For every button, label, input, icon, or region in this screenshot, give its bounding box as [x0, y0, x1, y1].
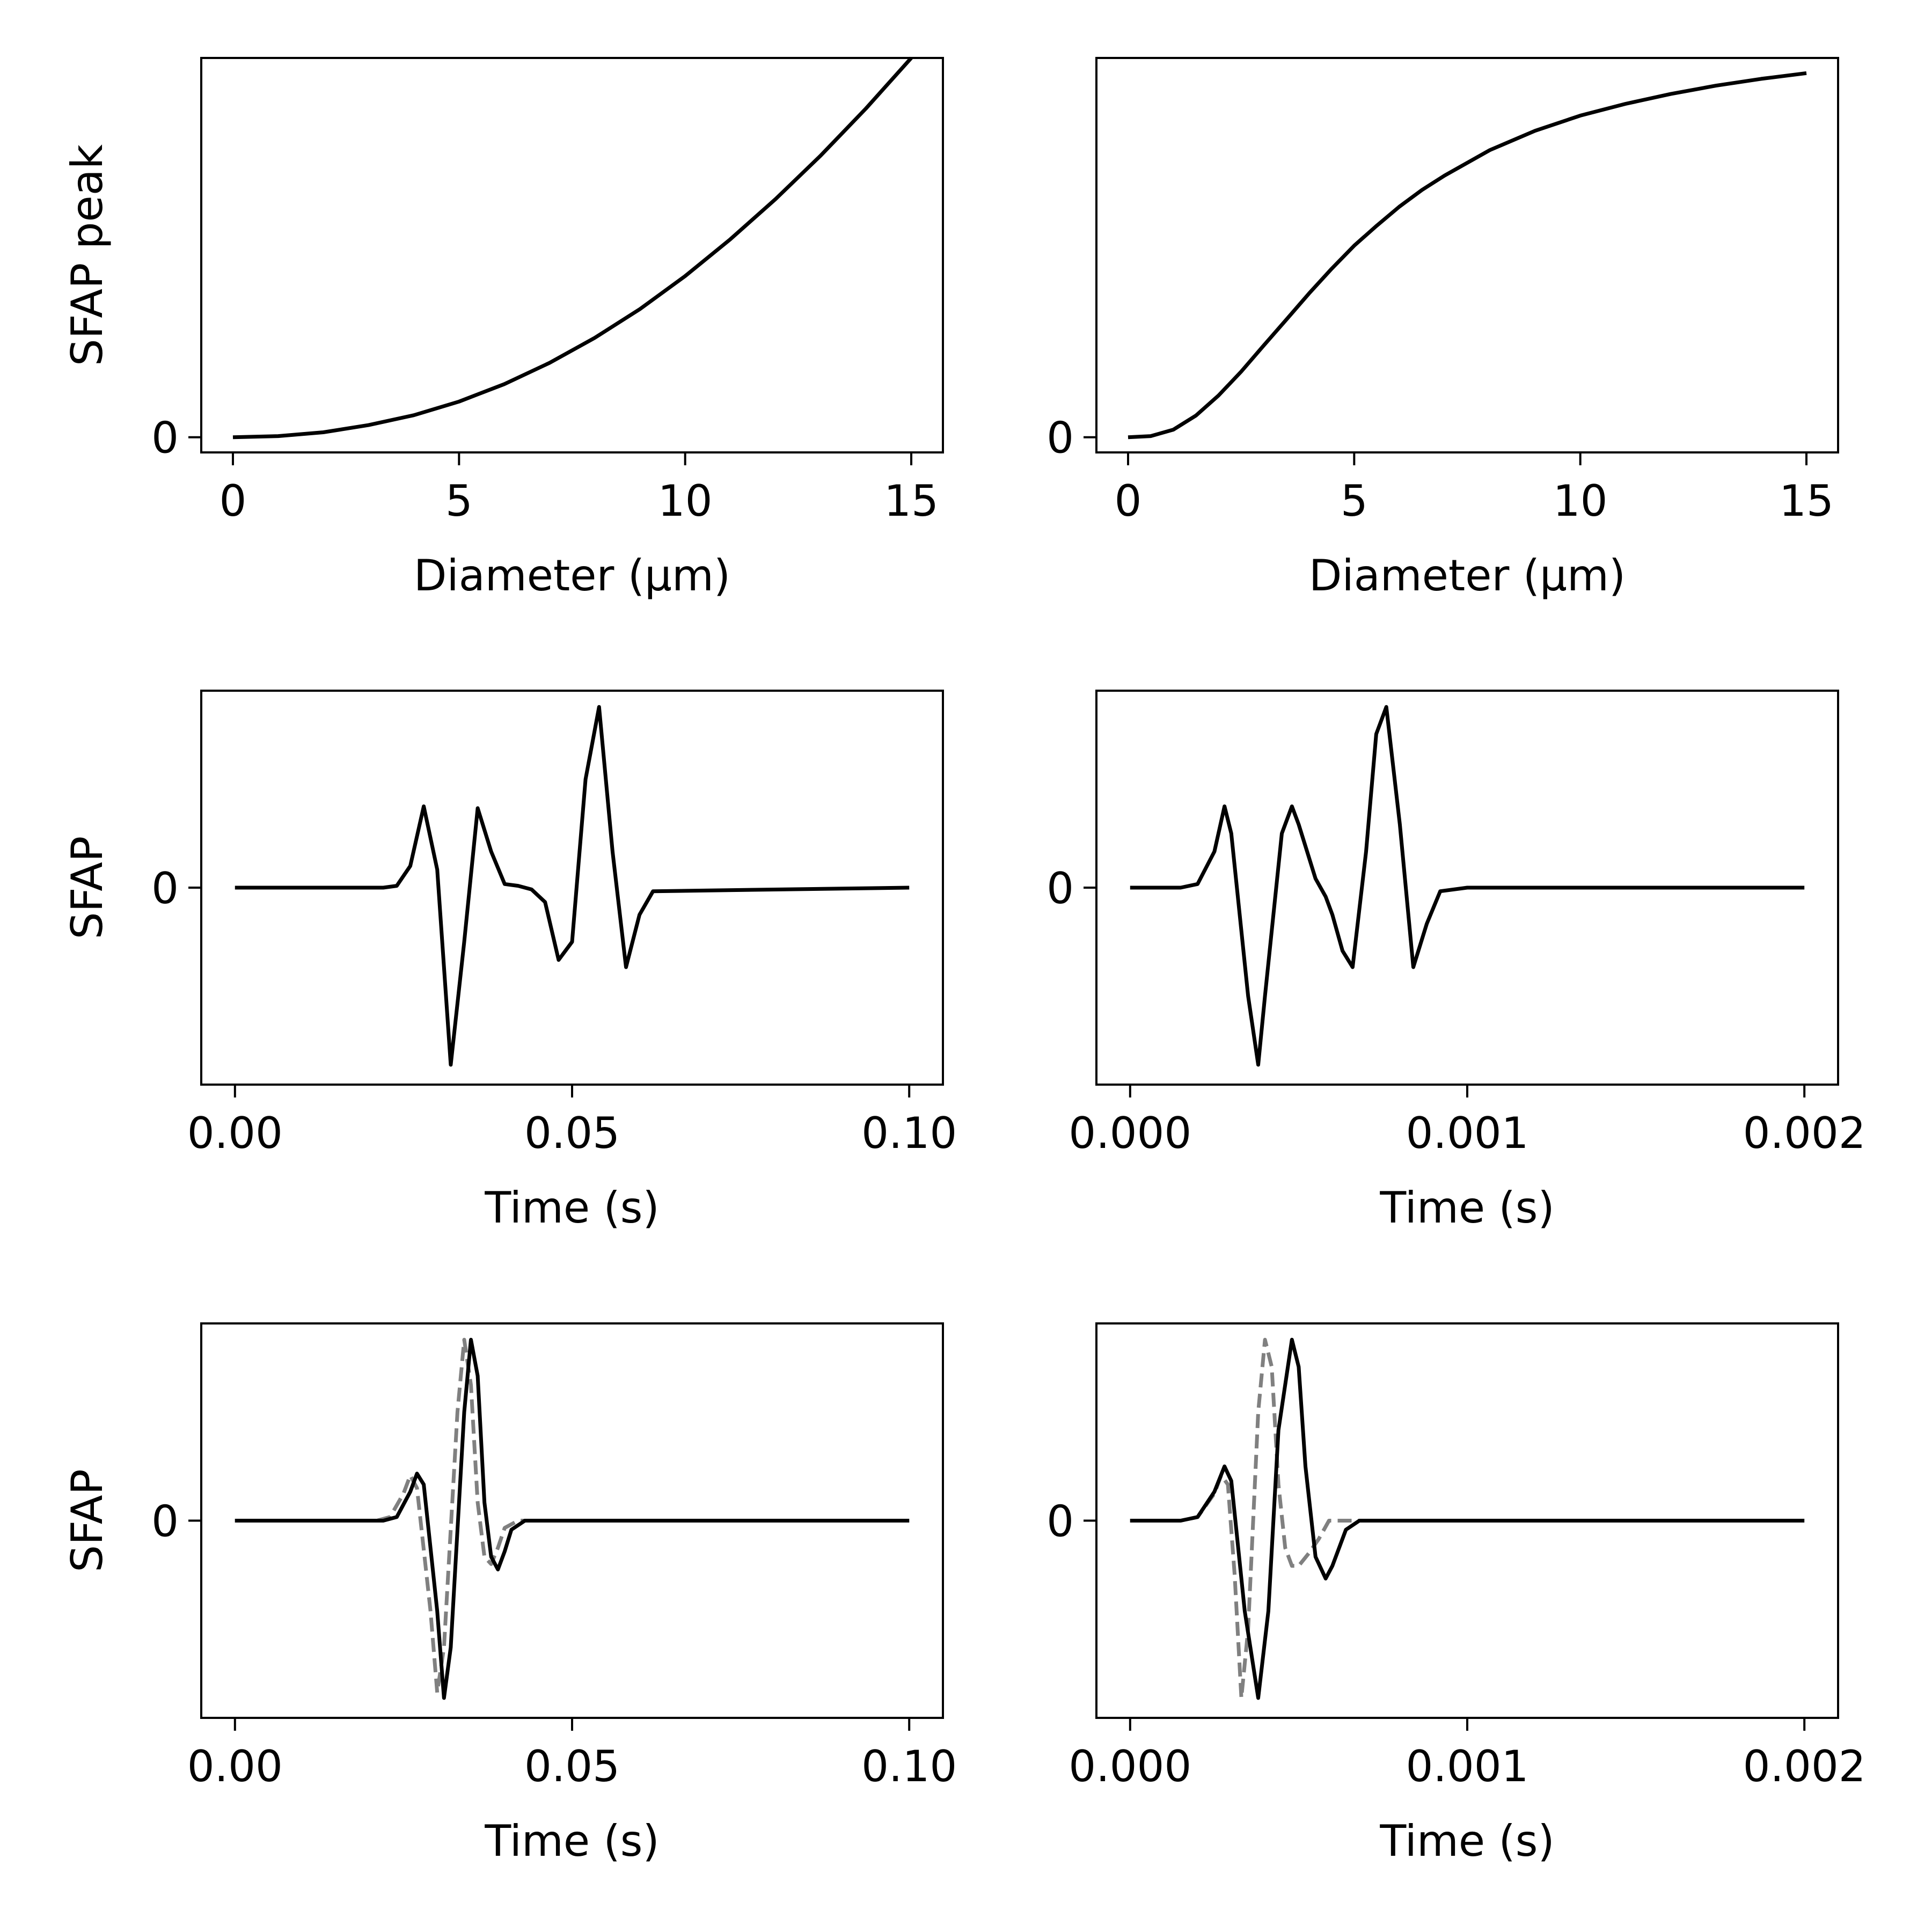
panel-4: 0.000 0.001 0.002 0 Time (s) — [1046, 690, 1866, 1233]
y-tick-label: 0 — [151, 863, 179, 913]
x-tick-label: 0.001 — [1406, 1108, 1528, 1158]
x-axis-label: Diameter (μm) — [414, 551, 730, 601]
x-tick-label: 0.000 — [1069, 1741, 1191, 1791]
x-tick-label: 0 — [219, 476, 247, 526]
y-tick-label: 0 — [151, 413, 179, 463]
panel-6: 0.000 0.001 0.002 0 Time (s) — [1046, 1322, 1866, 1866]
panel-2: 0 5 10 15 0 Diameter (μm) — [1046, 57, 1839, 601]
x-axis-label: Diameter (μm) — [1309, 551, 1626, 601]
series-line-2 — [1130, 1337, 1805, 1700]
x-tick-label: 0.10 — [861, 1108, 957, 1158]
axes-frame — [1095, 57, 1839, 453]
x-tick-label: 10 — [1553, 476, 1608, 526]
y-tick-label: 0 — [1046, 1497, 1074, 1547]
x-axis-label: Time (s) — [484, 1816, 659, 1866]
panel-3: 0.00 0.05 0.10 0 Time (s) SFAP — [62, 690, 957, 1233]
x-tick-label: 0.002 — [1743, 1741, 1866, 1791]
panel-5: 0.00 0.05 0.10 0 Time (s) SFAP — [62, 1322, 957, 1866]
series-line-2 — [235, 1337, 910, 1700]
x-axis-label: Time (s) — [1379, 1816, 1554, 1866]
y-tick-label: 0 — [1046, 863, 1074, 913]
x-tick-label: 0.00 — [187, 1108, 283, 1158]
x-tick-label: 0 — [1115, 476, 1142, 526]
axes-frame — [200, 57, 944, 453]
panel-1: 0 5 10 15 0 Diameter (μm) SFAP peak — [62, 56, 944, 601]
x-tick-label: 0.002 — [1743, 1108, 1866, 1158]
x-tick-label: 5 — [1341, 476, 1368, 526]
series-line-1 — [1130, 1337, 1805, 1700]
y-axis-label: SFAP — [62, 836, 112, 939]
x-tick-label: 0.05 — [524, 1741, 620, 1791]
series-line-1 — [1130, 705, 1805, 1067]
x-tick-label: 0.001 — [1406, 1741, 1528, 1791]
series-line-1 — [232, 56, 913, 440]
y-axis-label: SFAP peak — [62, 144, 112, 366]
y-axis-label: SFAP — [62, 1469, 112, 1572]
series-line-1 — [1128, 71, 1807, 440]
x-axis-label: Time (s) — [484, 1183, 659, 1233]
x-tick-label: 15 — [884, 476, 939, 526]
series-line-1 — [235, 1337, 910, 1695]
x-tick-label: 0.05 — [524, 1108, 620, 1158]
x-axis-label: Time (s) — [1379, 1183, 1554, 1233]
x-tick-label: 15 — [1779, 476, 1834, 526]
y-tick-label: 0 — [151, 1497, 179, 1547]
x-tick-label: 5 — [445, 476, 473, 526]
series-line-1 — [235, 705, 910, 1067]
y-tick-label: 0 — [1046, 413, 1074, 463]
x-tick-label: 10 — [658, 476, 713, 526]
x-tick-label: 0.10 — [861, 1741, 957, 1791]
x-tick-label: 0.000 — [1069, 1108, 1191, 1158]
x-tick-label: 0.00 — [187, 1741, 283, 1791]
